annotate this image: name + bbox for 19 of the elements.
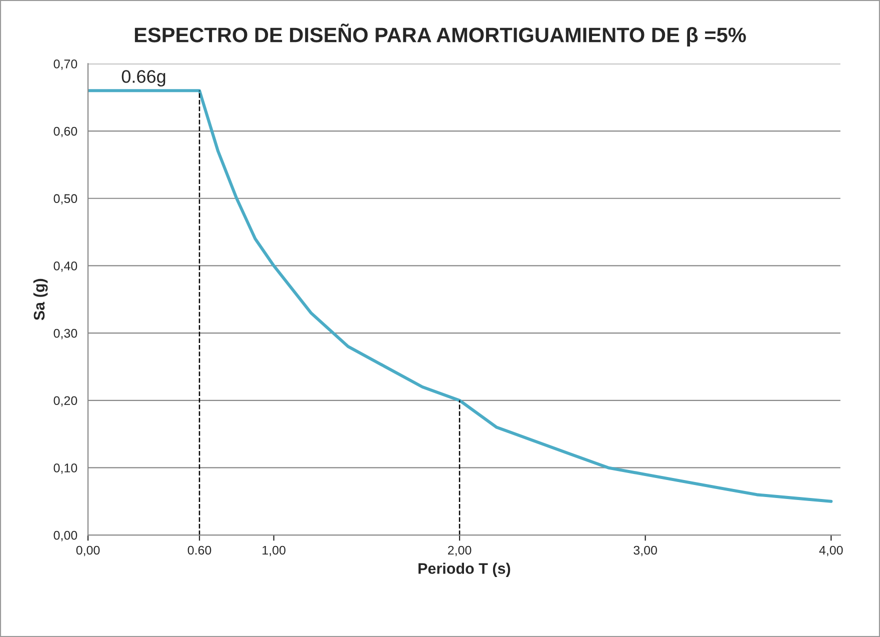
y-tick-label: 0,60 (54, 126, 78, 138)
x-tick-label: 1,00 (262, 546, 286, 556)
x-axis-title: Periodo T (s) (418, 562, 510, 577)
chart-title: ESPECTRO DE DISEÑO PARA AMORTIGUAMIENTO DE β =5% (134, 24, 746, 46)
x-tick-label: 0,00 (76, 546, 100, 556)
annotation: 0.66g (122, 70, 166, 86)
x-tick-label: 3,00 (634, 546, 658, 556)
x-tick-label: 0.60 (188, 546, 212, 555)
y-tick-label: 0,70 (54, 60, 78, 70)
line-series (88, 89, 833, 503)
y-axis-title: Sa (g) (33, 278, 48, 320)
y-tick-label: 0,50 (54, 194, 78, 205)
y-tick-label: 0,00 (54, 530, 78, 542)
y-tick-label: 0,30 (54, 328, 78, 340)
x-tick-label: 4,00 (819, 546, 843, 556)
x-tick-label: 2,00 (448, 546, 472, 556)
y-tick-label: 0,10 (54, 464, 78, 474)
y-tick-label: 0,40 (54, 262, 78, 272)
y-tick-label: 0,20 (54, 396, 78, 407)
